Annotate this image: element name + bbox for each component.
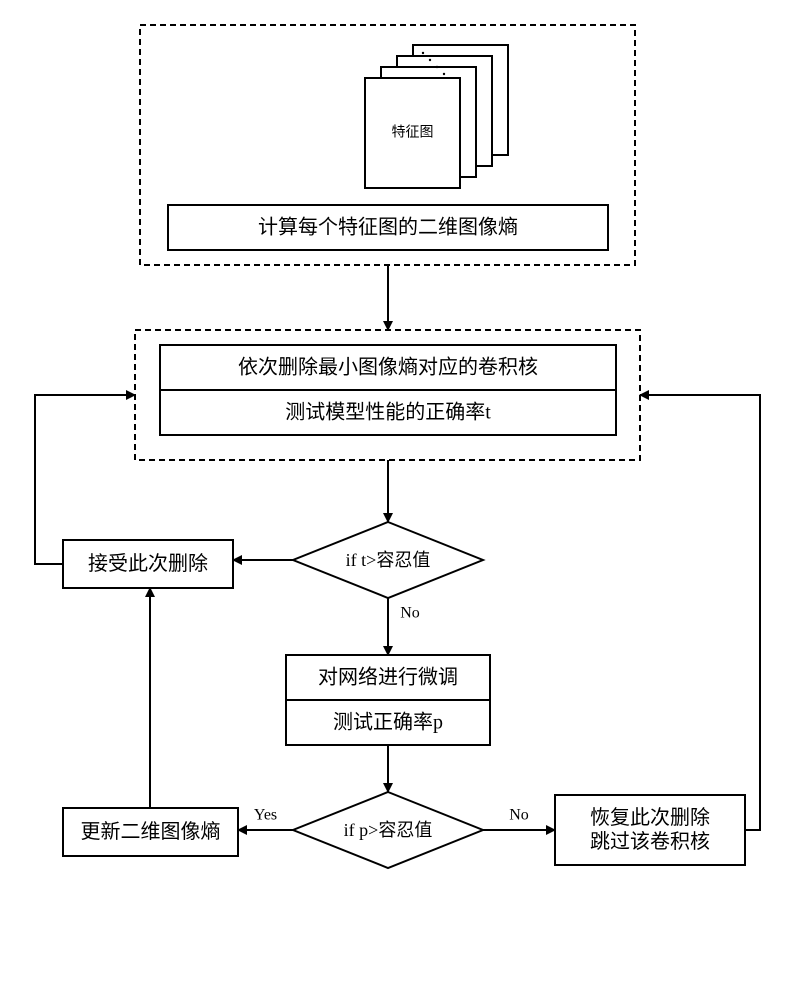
text-compute-entropy: 计算每个特征图的二维图像熵 bbox=[258, 216, 518, 239]
text-restore-1: 恢复此次删除 bbox=[590, 806, 710, 829]
text-test-p: 测试正确率p bbox=[333, 711, 443, 734]
text-test-t: 测试模型性能的正确率t bbox=[285, 401, 491, 424]
text-update-entropy: 更新二维图像熵 bbox=[81, 820, 221, 843]
label-d2-no: No bbox=[509, 807, 529, 824]
arrow-accept-loop bbox=[35, 395, 135, 564]
ellipsis-dot bbox=[436, 66, 438, 68]
text-delete-kernel: 依次删除最小图像熵对应的卷积核 bbox=[238, 356, 538, 379]
ellipsis-dot bbox=[422, 52, 424, 54]
label-d2-yes: Yes bbox=[254, 807, 277, 824]
text-accept-delete: 接受此次删除 bbox=[88, 552, 208, 575]
text-decision-t: if t>容忍值 bbox=[346, 550, 431, 570]
box-restore-skip bbox=[555, 795, 745, 865]
text-finetune: 对网络进行微调 bbox=[318, 666, 458, 689]
label-d1-no: No bbox=[400, 605, 420, 622]
ellipsis-dot bbox=[429, 59, 431, 61]
arrow-restore-loop bbox=[640, 395, 760, 830]
ellipsis-dot bbox=[443, 73, 445, 75]
text-decision-p: if p>容忍值 bbox=[344, 820, 433, 840]
text-restore-2: 跳过该卷积核 bbox=[590, 830, 710, 853]
feature-map-label: 特征图 bbox=[392, 125, 434, 141]
